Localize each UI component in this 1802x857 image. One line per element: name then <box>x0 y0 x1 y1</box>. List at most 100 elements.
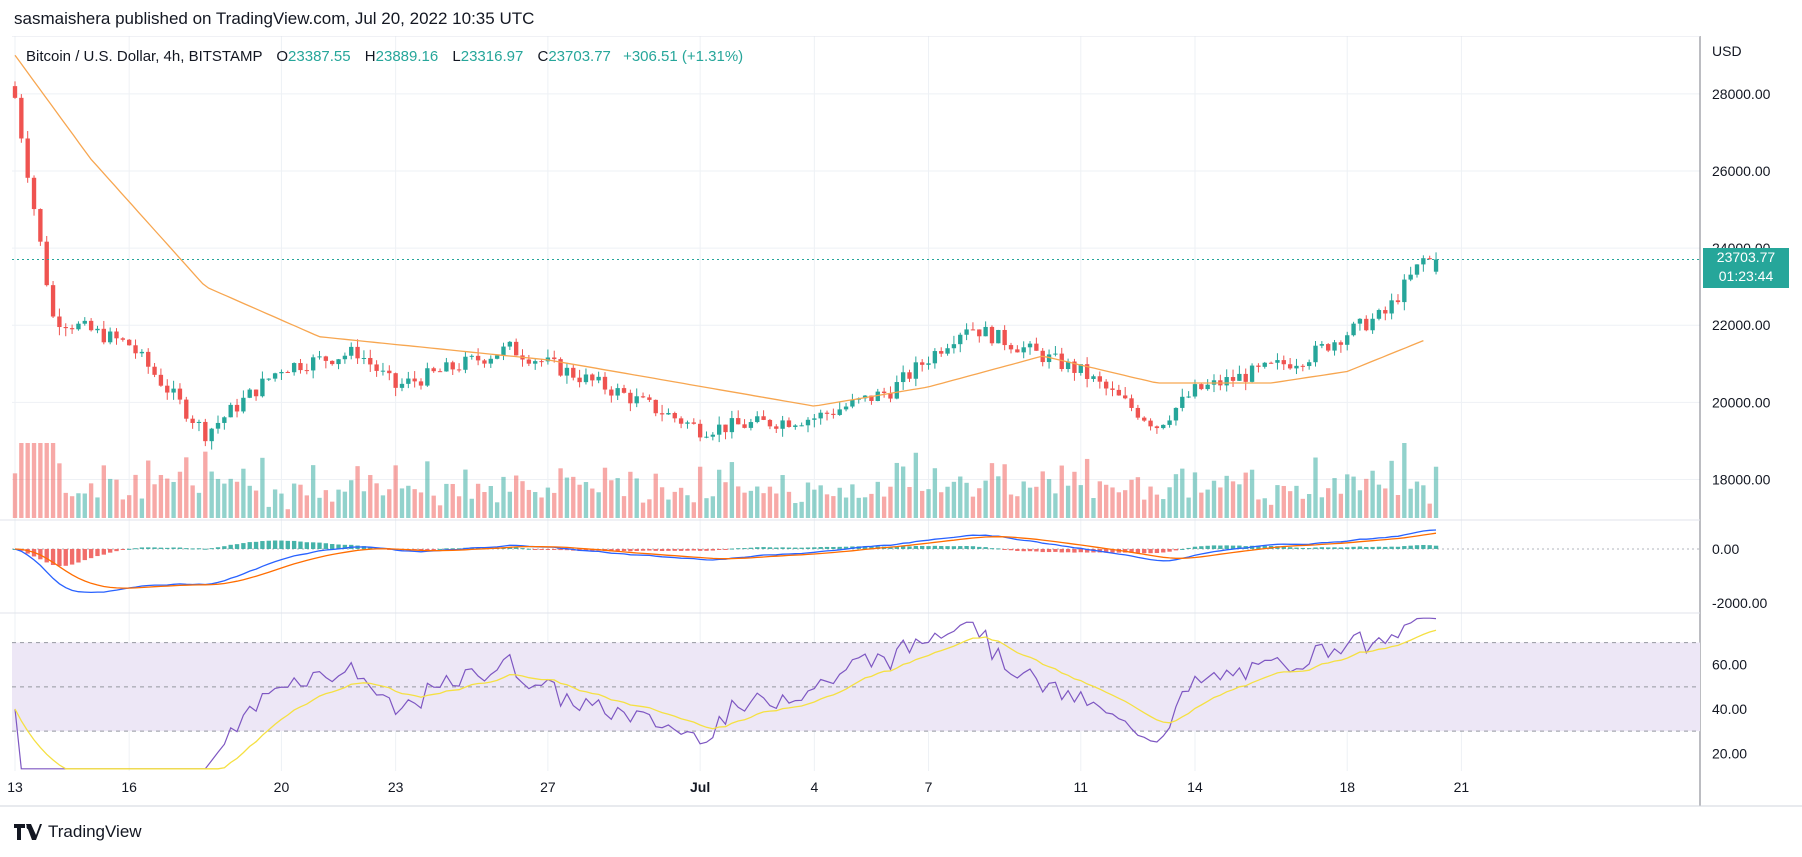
volume-bar-up <box>900 466 906 518</box>
macd-hist-bar-positive <box>996 548 1001 550</box>
candle-body-down <box>1142 417 1147 421</box>
candle-body-up <box>1306 362 1312 367</box>
candle-body-up <box>317 356 322 358</box>
volume-bar-down <box>571 476 576 518</box>
volume-bar-down <box>520 481 525 518</box>
volume-bar-up <box>1421 485 1426 518</box>
candle-body-down <box>1072 361 1077 373</box>
volume-bar-down <box>1142 499 1147 518</box>
volume-bar-up <box>488 486 493 518</box>
macd-signal-line <box>14 532 1437 589</box>
candle-body-up <box>1370 318 1375 331</box>
candle-body-up <box>1021 347 1026 353</box>
candle-body-down <box>63 327 68 329</box>
macd-hist-bar-positive <box>1408 545 1413 549</box>
candle-body-down <box>88 320 94 331</box>
date-axis-tick: 13 <box>7 779 23 795</box>
candle-body-down <box>628 392 633 404</box>
volume-bar-up <box>710 496 716 518</box>
volume-bar-down <box>513 475 519 518</box>
candle-body-down <box>1427 258 1432 260</box>
volume-bar-down <box>450 483 455 518</box>
volume-bar-down <box>1427 503 1432 518</box>
candle-body-up <box>533 361 538 364</box>
candle-body-up <box>900 372 906 383</box>
macd-hist-bar-negative <box>634 548 639 552</box>
candle-body-up <box>805 419 811 426</box>
tradingview-logo[interactable]: TradingView <box>14 822 142 842</box>
volume-bar-down <box>57 463 62 518</box>
macd-hist-bar-positive <box>279 540 284 549</box>
volume-bar-down <box>152 484 157 518</box>
candle-body-down <box>571 367 576 378</box>
candle-body-up <box>349 346 354 356</box>
candle-body-up <box>1249 365 1255 382</box>
volume-bar-down <box>1383 488 1388 518</box>
candle-body-down <box>190 418 195 423</box>
candle-body-down <box>831 413 836 415</box>
candle-body-down <box>1154 426 1160 429</box>
macd-hist-bar-positive <box>165 547 170 549</box>
volume-bar-up <box>1237 484 1242 518</box>
volume-bar-down <box>387 489 392 518</box>
candle-body-down <box>1059 353 1064 370</box>
volume-bar-up <box>958 476 963 518</box>
volume-bar-up <box>469 498 474 518</box>
candle-body-down <box>101 328 106 343</box>
volume-bar-up <box>260 457 265 518</box>
macd-hist-bar-positive <box>926 546 931 549</box>
macd-hist-bar-positive <box>843 546 849 549</box>
volume-bar-up <box>1275 485 1280 518</box>
candle-body-up <box>634 396 639 404</box>
macd-hist-bar-positive <box>342 544 348 549</box>
candle-body-down <box>1008 345 1014 350</box>
volume-bar-up <box>1414 481 1420 518</box>
volume-bar-up <box>1078 485 1083 518</box>
volume-bar-up <box>951 481 957 518</box>
volume-bar-up <box>805 482 811 518</box>
candle-body-up <box>1091 376 1096 379</box>
low-value: 23316.97 <box>460 48 524 65</box>
volume-bar-down <box>691 502 696 518</box>
macd-hist-bar-positive <box>203 548 208 550</box>
macd-hist-bar-positive <box>1218 545 1223 549</box>
macd-hist-bar-negative <box>95 548 100 557</box>
candle-body-up <box>729 418 735 433</box>
volume-bar-up <box>1408 488 1413 518</box>
macd-hist-bar-negative <box>723 548 728 550</box>
volume-bar-up <box>1376 484 1382 518</box>
macd-hist-bar-negative <box>1034 548 1039 552</box>
macd-hist-bar-positive <box>1230 545 1236 549</box>
volume-bar-up <box>399 488 405 518</box>
volume-bar-down <box>19 443 24 518</box>
volume-bar-down <box>1256 499 1261 518</box>
candle-body-down <box>1281 360 1286 365</box>
candle-body-up <box>488 358 493 364</box>
price-axis-tick: 26000.00 <box>1712 163 1771 179</box>
volume-bar-down <box>881 496 887 518</box>
volume-bar-down <box>1129 479 1134 518</box>
candle-body-down <box>869 395 874 402</box>
volume-bar-down <box>1148 486 1153 518</box>
macd-hist-bar-positive <box>1376 546 1382 549</box>
volume-bar-down <box>920 490 925 518</box>
candle-body-down <box>1084 364 1090 379</box>
volume-bar-up <box>1224 475 1229 518</box>
macd-hist-bar-positive <box>831 546 836 549</box>
price-chart[interactable]: USD28000.0026000.0024000.0022000.0020000… <box>0 36 1802 818</box>
volume-bar-down <box>723 482 728 518</box>
macd-hist-bar-positive <box>812 547 817 549</box>
candle-body-down <box>437 371 443 373</box>
macd-hist-bar-positive <box>133 548 138 550</box>
volume-bar-up <box>279 493 284 518</box>
volume-bar-up <box>1433 466 1439 518</box>
chart-frame[interactable]: USD28000.0026000.0024000.0022000.0020000… <box>0 36 1802 818</box>
macd-hist-bar-positive <box>1402 546 1407 549</box>
candle-body-down <box>1002 329 1007 346</box>
volume-bar-down <box>101 465 106 518</box>
volume-bar-up <box>748 490 754 518</box>
price-axis-tick: 22000.00 <box>1712 317 1771 333</box>
volume-bar-down <box>1338 493 1344 518</box>
macd-hist-bar-negative <box>1078 548 1083 553</box>
volume-bar-down <box>602 467 608 518</box>
